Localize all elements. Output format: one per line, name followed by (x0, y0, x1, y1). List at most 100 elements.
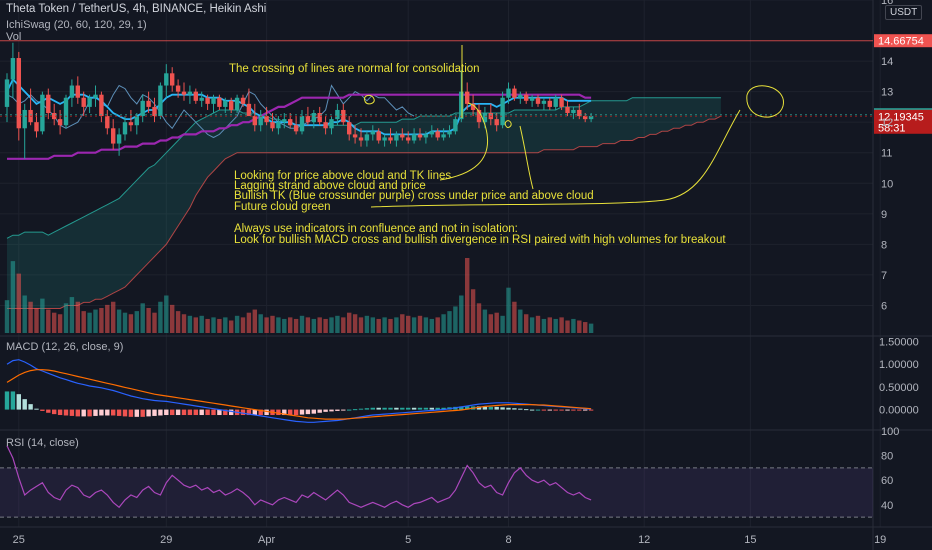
candle-body (512, 88, 517, 98)
macd-histogram-bar (411, 407, 417, 410)
annotation-consolidation: The crossing of lines are normal for con… (229, 63, 480, 75)
volume-bar (240, 317, 246, 333)
annotation-line-1: Looking for price above cloud and TK lin… (234, 170, 452, 182)
macd-histogram-bar (40, 409, 45, 411)
cloud-span-a (6, 97, 721, 239)
macd-histogram-bar (134, 409, 139, 417)
macd-histogram-bar (223, 409, 228, 416)
candle-body (429, 131, 434, 135)
price-tick-label: 9 (881, 209, 887, 221)
macd-histogram-bar (311, 409, 316, 414)
annotation-curve-middle (519, 125, 534, 190)
candle-body (264, 116, 269, 123)
volume-bar (158, 301, 163, 333)
indicator-volume-label[interactable]: Vol (6, 31, 22, 43)
cloud-span-b (7, 115, 722, 309)
volume-bar (447, 311, 452, 333)
price-tick-label: 7 (881, 270, 887, 282)
volume-bar (553, 318, 558, 333)
candle-body (388, 137, 393, 141)
candle-body (199, 97, 204, 101)
volume-bar (181, 314, 187, 333)
macd-histogram-bar (482, 406, 488, 410)
candle-body (187, 91, 193, 95)
candle-body (411, 134, 417, 141)
macd-pane-label[interactable]: MACD (12, 26, close, 9) (6, 341, 124, 353)
macd-histogram-bar (34, 408, 39, 410)
candle-body (211, 97, 216, 104)
macd-histogram-bar (588, 409, 594, 411)
macd-histogram-bar (299, 409, 305, 415)
candle-body (352, 134, 358, 138)
rsi-pane-label[interactable]: RSI (14, close) (6, 437, 79, 449)
price-tick-label: 8 (881, 239, 887, 251)
volume-bar (394, 317, 399, 333)
candle-body (394, 134, 399, 141)
macd-histogram-bar (81, 409, 86, 417)
price-marker-value: 12.19345 (878, 111, 924, 123)
candle-body (417, 134, 423, 138)
volume-bar (99, 308, 104, 333)
volume-bar (535, 315, 541, 333)
annotation-circle-tiny (504, 120, 512, 128)
time-tick-label: 5 (405, 534, 411, 546)
macd-histogram-bar (146, 409, 151, 417)
volume-bar (81, 311, 86, 333)
candle-body (99, 94, 104, 117)
macd-histogram-bar (28, 404, 33, 410)
macd-histogram-bar (506, 407, 511, 410)
volume-bar (459, 295, 464, 333)
candle-body (81, 97, 86, 107)
volume-bar (93, 309, 98, 333)
time-tick-label: 29 (160, 534, 172, 546)
rsi-tick-label: 60 (881, 475, 893, 487)
volume-bar (506, 287, 511, 333)
price-tick-label: 13 (881, 87, 893, 99)
candle-body (541, 100, 547, 104)
candle-body (453, 119, 458, 132)
macd-histogram-bar (276, 409, 281, 416)
currency-badge[interactable]: USDT (885, 5, 923, 20)
volume-bar (500, 315, 505, 333)
indicator-ichiswag-label[interactable]: IchiSwag (20, 60, 120, 29, 1) (6, 19, 147, 31)
candle-body (16, 58, 21, 129)
macd-histogram-bar (93, 409, 98, 416)
price-marker-countdown: 58:31 (878, 122, 906, 134)
candle-body (317, 113, 322, 123)
macd-histogram-bar (252, 409, 257, 416)
volume-bar (57, 314, 63, 333)
candle-body (559, 97, 564, 107)
price-tick-label: 12 (881, 117, 893, 129)
candle-body (553, 97, 558, 107)
volume-bar (193, 317, 198, 333)
rsi-line (6, 445, 592, 509)
macd-histogram-bar (512, 408, 517, 410)
price-marker-label (874, 34, 932, 48)
candle-body (75, 85, 80, 98)
volume-bar (205, 318, 210, 333)
macd-histogram-bar (476, 406, 482, 410)
volume-bar (34, 308, 39, 333)
volume-bar (270, 315, 275, 333)
annotation-circle-large (746, 85, 784, 118)
candle-body (335, 109, 340, 120)
macd-histogram-bar (99, 409, 104, 416)
macd-histogram-bar (305, 409, 311, 415)
macd-histogram-bar (140, 409, 145, 417)
macd-histogram-bar (63, 409, 69, 416)
price-tick-label: 16 (881, 0, 893, 7)
macd-histogram-bar (382, 407, 387, 410)
macd-histogram-bar (111, 409, 116, 416)
candle-body (105, 116, 110, 129)
price-marker-label (874, 109, 932, 134)
volume-bar (429, 318, 434, 333)
volume-bar (4, 300, 10, 333)
price-tick-label: 6 (881, 300, 887, 312)
price-tick-label: 11 (881, 148, 892, 160)
volume-bar (211, 317, 216, 333)
candle-body (229, 100, 234, 110)
volume-bar (146, 308, 151, 333)
volume-bar (571, 318, 576, 333)
candle-body (158, 85, 163, 117)
